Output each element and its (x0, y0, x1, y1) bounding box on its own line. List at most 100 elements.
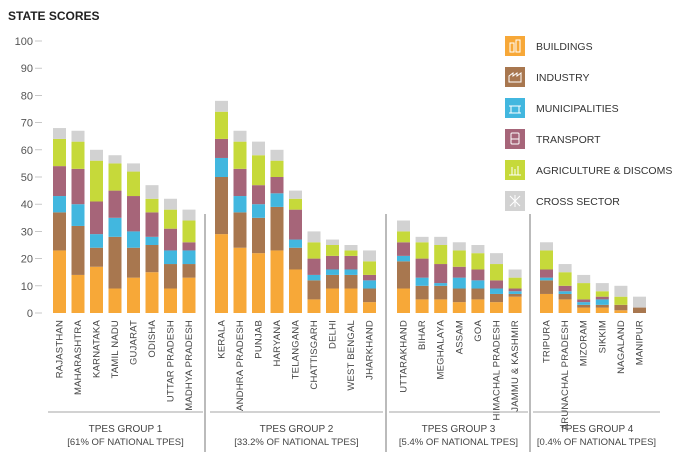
bar-segment-buildings (508, 296, 522, 313)
bar-segment-industry (558, 293, 572, 300)
bar-segment-cross-sector (233, 130, 247, 142)
bar-segment-municipalities (289, 239, 302, 248)
bar-segment-cross-sector (270, 149, 284, 161)
bar-segment-agriculture (577, 283, 591, 300)
municipalities-icon (509, 105, 521, 114)
bar-segment-agriculture (53, 138, 66, 167)
state-label: KERALA (217, 320, 228, 359)
bar-segment-transport (595, 296, 609, 300)
bar-segment-buildings (127, 277, 140, 313)
bar-segment-buildings (90, 266, 103, 313)
bar-segment-transport (490, 280, 503, 289)
bar-segment-industry (508, 293, 522, 297)
bar-segment-buildings (344, 288, 358, 313)
bar-segment-cross-sector (540, 242, 553, 251)
state-label: HIMACHAL PRADESH (492, 320, 503, 421)
bar-segment-cross-sector (397, 220, 410, 232)
legend-label: MUNICIPALITIES (536, 103, 619, 115)
group-sublabel: [0.4% OF NATIONAL TPES] (537, 437, 656, 448)
bar-segment-transport (307, 258, 321, 275)
bar-segment-buildings (233, 247, 247, 313)
bar-segment-industry (577, 304, 591, 308)
bar-segment-municipalities (71, 204, 85, 226)
bar-segment-agriculture (434, 245, 448, 265)
legend-label: CROSS SECTOR (536, 196, 620, 208)
bar-segment-industry (307, 280, 321, 300)
state-label: ODISHA (147, 320, 158, 358)
y-tick-label: 40 (21, 199, 33, 211)
group-label: TPES GROUP 1 (89, 424, 163, 435)
state-label: ANDHRA PRADESH (235, 320, 246, 411)
state-label: TAMIL NADU (110, 320, 121, 378)
bar-segment-municipalities (434, 283, 448, 286)
bar-segment-industry (434, 285, 448, 300)
bar-segment-agriculture (182, 220, 196, 243)
bar-segment-agriculture (452, 250, 466, 267)
y-tick-label: 60 (21, 145, 33, 157)
bar-segment-cross-sector (326, 239, 339, 245)
y-tick-label: 90 (21, 63, 33, 75)
state-label: DELHI (328, 320, 339, 349)
bar-segment-buildings (558, 299, 572, 313)
bar-segment-cross-sector (252, 141, 265, 156)
bar-segment-industry (471, 288, 485, 300)
municipalities-glyph (509, 105, 521, 114)
state-label: BIHAR (417, 320, 428, 350)
bar-segment-agriculture (233, 141, 247, 169)
bar-segment-cross-sector (344, 245, 358, 251)
state-label: UTTAR PRADESH (166, 320, 177, 402)
bar-segment-municipalities (164, 250, 177, 265)
legend-label: INDUSTRY (536, 72, 589, 84)
bar-segment-cross-sector (595, 283, 609, 292)
bar-segment-industry (595, 304, 609, 308)
bar-segment-municipalities (182, 250, 196, 265)
bar-segment-buildings (471, 299, 485, 313)
y-tick-label: 10 (21, 281, 33, 293)
bar-segment-buildings (326, 288, 339, 313)
bar-segment-industry (108, 236, 122, 289)
state-label: MEGHALAYA (436, 320, 447, 380)
bar-segment-agriculture (595, 291, 609, 297)
bar-segment-transport (270, 177, 284, 194)
bar-segment-transport (53, 166, 66, 197)
bar-segment-buildings (397, 288, 410, 313)
bar-segment-buildings (540, 293, 553, 313)
bar-segment-agriculture (415, 242, 429, 259)
legend-label: TRANSPORT (536, 134, 601, 146)
bar-segment-transport (363, 274, 376, 281)
legend-swatch (505, 36, 525, 56)
y-tick-label: 20 (21, 254, 33, 266)
bar-segment-municipalities (145, 236, 159, 245)
bar-segment-industry (344, 274, 358, 289)
bar-segment-buildings (252, 253, 265, 313)
bar-segment-industry (490, 293, 503, 303)
bar-segment-cross-sector (90, 149, 103, 161)
bar-segment-transport (471, 269, 485, 281)
state-label: MANIPUR (635, 320, 646, 365)
bar-segment-industry (145, 245, 159, 273)
bar-segment-cross-sector (558, 264, 572, 273)
bar-segment-industry (397, 261, 410, 289)
bar-segment-agriculture (108, 163, 122, 191)
legend-swatch (505, 67, 525, 87)
bar-segment-cross-sector (307, 231, 321, 243)
bar-segment-cross-sector (471, 245, 485, 254)
y-tick-label: 70 (21, 118, 33, 130)
y-tick-label: 100 (15, 36, 33, 48)
bar-segment-industry (540, 280, 553, 294)
bar-segment-agriculture (164, 209, 177, 229)
bar-segment-transport (108, 190, 122, 218)
bar-segment-transport (540, 269, 553, 278)
state-label: ARUNACHAL PRADESH (560, 320, 571, 430)
bar-segment-transport (434, 264, 448, 284)
bar-segment-agriculture (490, 264, 503, 281)
group-sublabel: [61% OF NATIONAL TPES] (67, 437, 184, 448)
bar-segment-agriculture (397, 231, 410, 243)
bar-segment-industry (326, 274, 339, 289)
bar-segment-transport (344, 255, 358, 270)
bar-segment-industry (452, 288, 466, 303)
bar-segment-municipalities (215, 157, 228, 177)
bar-segment-cross-sector (71, 130, 85, 142)
bar-segment-buildings (53, 250, 66, 313)
bar-segment-municipalities (90, 234, 103, 248)
